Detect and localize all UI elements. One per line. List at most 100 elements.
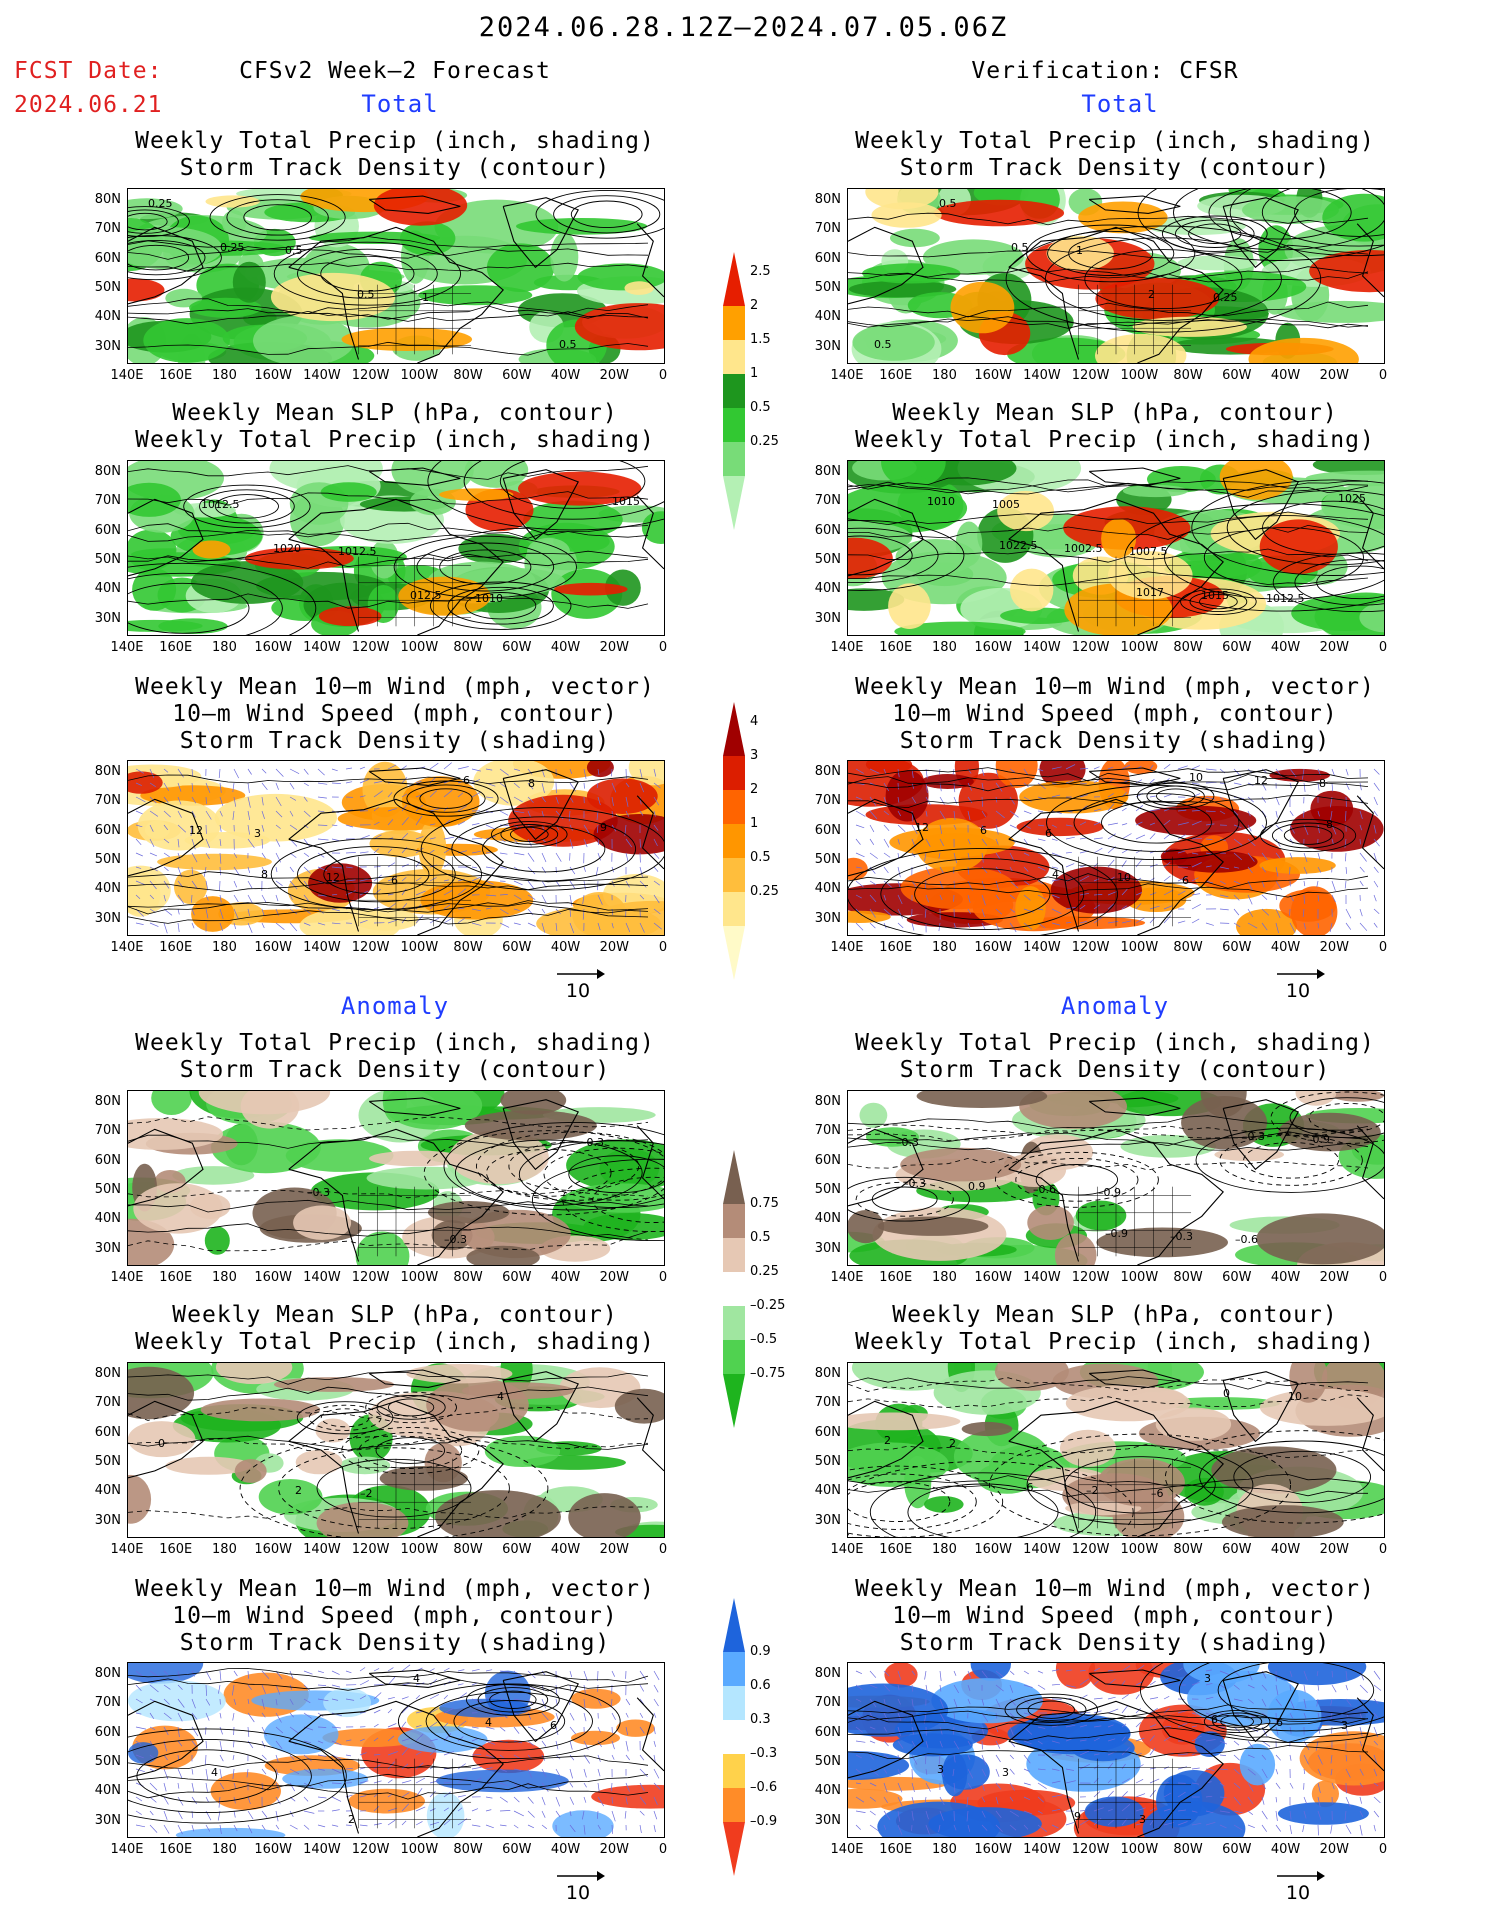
lon-tick-label: 100W: [1120, 1542, 1159, 1557]
contour-label: –6: [1151, 1487, 1164, 1500]
lon-tick-label: 180: [212, 640, 237, 655]
lon-tick-label: 120W: [351, 1842, 390, 1857]
contour-label: 12: [915, 821, 929, 834]
lon-tick-label: 60W: [502, 640, 532, 655]
contour-label: 0.5: [1011, 241, 1029, 254]
contour-label: 4: [1052, 868, 1059, 881]
contour-label: 0.25: [148, 197, 173, 210]
lat-tick-label: 30N: [814, 1812, 841, 1828]
lon-tick-label: 140E: [830, 1542, 864, 1557]
lat-tick-label: 50N: [814, 1453, 841, 1469]
contour-label: –6: [1021, 1481, 1034, 1494]
lon-tick-label: 120W: [1071, 940, 1110, 955]
forecast-column-title: CFSv2 Week–2 Forecast: [239, 58, 551, 84]
colorbar-label: –0.5: [750, 1332, 778, 1347]
lon-tick-label: 140W: [1023, 1270, 1061, 1285]
lat-tick-label: 70N: [814, 793, 841, 809]
anomaly-section-label-left: Anomaly: [340, 992, 450, 1020]
contour-label: 0.5: [559, 338, 577, 351]
contour-label: 0.9: [968, 1180, 986, 1193]
lat-tick-label: 50N: [814, 1753, 841, 1769]
vector-ref-total-right: [1275, 966, 1325, 985]
lon-tick-label: 0: [1378, 640, 1388, 655]
contour-label: –0.9: [1307, 1133, 1330, 1146]
colorbar-label: 0.75: [750, 1196, 779, 1211]
lat-tick-label: 60N: [814, 522, 841, 538]
lon-tick-label: 60W: [1222, 1270, 1252, 1285]
colorbar-label: 3: [750, 748, 759, 763]
lon-tick-label: 40W: [1270, 368, 1301, 383]
lat-tick-label: 50N: [94, 1453, 121, 1469]
lon-tick-label: 160E: [159, 1270, 193, 1285]
lon-tick-label: 60W: [1222, 1842, 1252, 1857]
contour-label: 8: [1326, 818, 1333, 831]
panel-title-forecast-total-slp: Weekly Mean SLP (hPa, contour) Weekly Tot…: [135, 400, 655, 453]
lon-tick-label: 20W: [1319, 1542, 1349, 1557]
colorbar-label: 1: [750, 816, 759, 831]
lon-tick-label: 120W: [351, 940, 390, 955]
fcst-date-label: FCST Date:: [14, 58, 163, 84]
contour-label: 8: [261, 868, 268, 881]
colorbar-anom-storm: [723, 1598, 745, 1876]
lon-tick-label: 40W: [550, 368, 581, 383]
lon-tick-label: 80W: [1173, 940, 1203, 955]
total-section-label-right: Total: [1081, 90, 1159, 118]
lon-tick-label: 120W: [351, 1542, 390, 1557]
lat-tick-label: 80N: [94, 1366, 121, 1381]
lon-tick-label: 160W: [974, 640, 1012, 655]
lon-tick-label: 60W: [502, 940, 532, 955]
lat-tick-label: 30N: [94, 610, 121, 626]
vector-ref-anom-left: [555, 1868, 605, 1887]
lon-tick-label: 40W: [1270, 1270, 1301, 1285]
contour-label: –0.3: [1242, 1130, 1265, 1143]
lat-tick-label: 70N: [814, 493, 841, 509]
contour-label: 8: [528, 777, 535, 790]
lat-tick-label: 40N: [814, 1483, 841, 1499]
lat-tick-label: 80N: [94, 1666, 121, 1681]
lon-tick-label: 100W: [1120, 368, 1159, 383]
lon-tick-label: 180: [212, 1542, 237, 1557]
map-panel-p1r: 0.5 1 0.25 0.5 0.5 2: [847, 188, 1385, 364]
contour-label: 3: [1002, 1766, 1009, 1779]
vector-ref-label-anom-left: 10: [565, 1882, 591, 1904]
contour-label: 1015: [1201, 589, 1229, 602]
lon-tick-label: 60W: [1222, 368, 1252, 383]
lon-tick-label: 160E: [159, 940, 193, 955]
lat-tick-label: 70N: [94, 793, 121, 809]
lon-tick-label: 180: [932, 640, 957, 655]
colorbar-anom-precip: [723, 1150, 745, 1428]
lat-tick-label: 60N: [94, 1424, 121, 1440]
map-panel-p2l: 1012.5 1012.5 1010 1015 1020 012.5: [127, 460, 665, 636]
lon-tick-label: 80W: [453, 1270, 483, 1285]
colorbar-label: 0.25: [750, 434, 779, 449]
lat-tick-label: 80N: [94, 192, 121, 207]
lon-tick-label: 60W: [1222, 940, 1252, 955]
contour-label: 12: [326, 871, 340, 884]
lat-tick-label: 80N: [94, 1094, 121, 1109]
colorbar-label: –0.6: [750, 1780, 778, 1795]
contour-label: –2: [360, 1487, 373, 1500]
lon-tick-label: 20W: [1319, 940, 1349, 955]
contour-label: 2: [348, 1813, 355, 1826]
panel-title-forecast-anom-wind: Weekly Mean 10–m Wind (mph, vector) 10–m …: [135, 1576, 655, 1656]
lon-tick-label: 180: [212, 1842, 237, 1857]
contour-label: 6: [1182, 874, 1189, 887]
lon-tick-label: 80W: [453, 1842, 483, 1857]
lon-tick-label: 100W: [1120, 640, 1159, 655]
lon-tick-label: 160W: [254, 368, 292, 383]
lon-tick-label: 120W: [351, 368, 390, 383]
lon-tick-label: 140W: [303, 1270, 341, 1285]
lat-tick-label: 80N: [814, 464, 841, 479]
contour-label: 1017: [1136, 586, 1164, 599]
colorbar-label: 0.9: [750, 1644, 771, 1659]
lon-tick-label: 0: [1378, 368, 1388, 383]
contour-label: 0: [1223, 1387, 1230, 1400]
lat-tick-label: 40N: [94, 1483, 121, 1499]
lon-tick-label: 140W: [303, 1842, 341, 1857]
lon-tick-label: 160E: [159, 640, 193, 655]
lon-tick-label: 60W: [502, 368, 532, 383]
lon-tick-label: 140E: [110, 1842, 144, 1857]
lon-tick-label: 60W: [502, 1842, 532, 1857]
lat-tick-label: 80N: [814, 764, 841, 779]
panel-title-forecast-anom-slp: Weekly Mean SLP (hPa, contour) Weekly Tot…: [135, 1302, 655, 1355]
